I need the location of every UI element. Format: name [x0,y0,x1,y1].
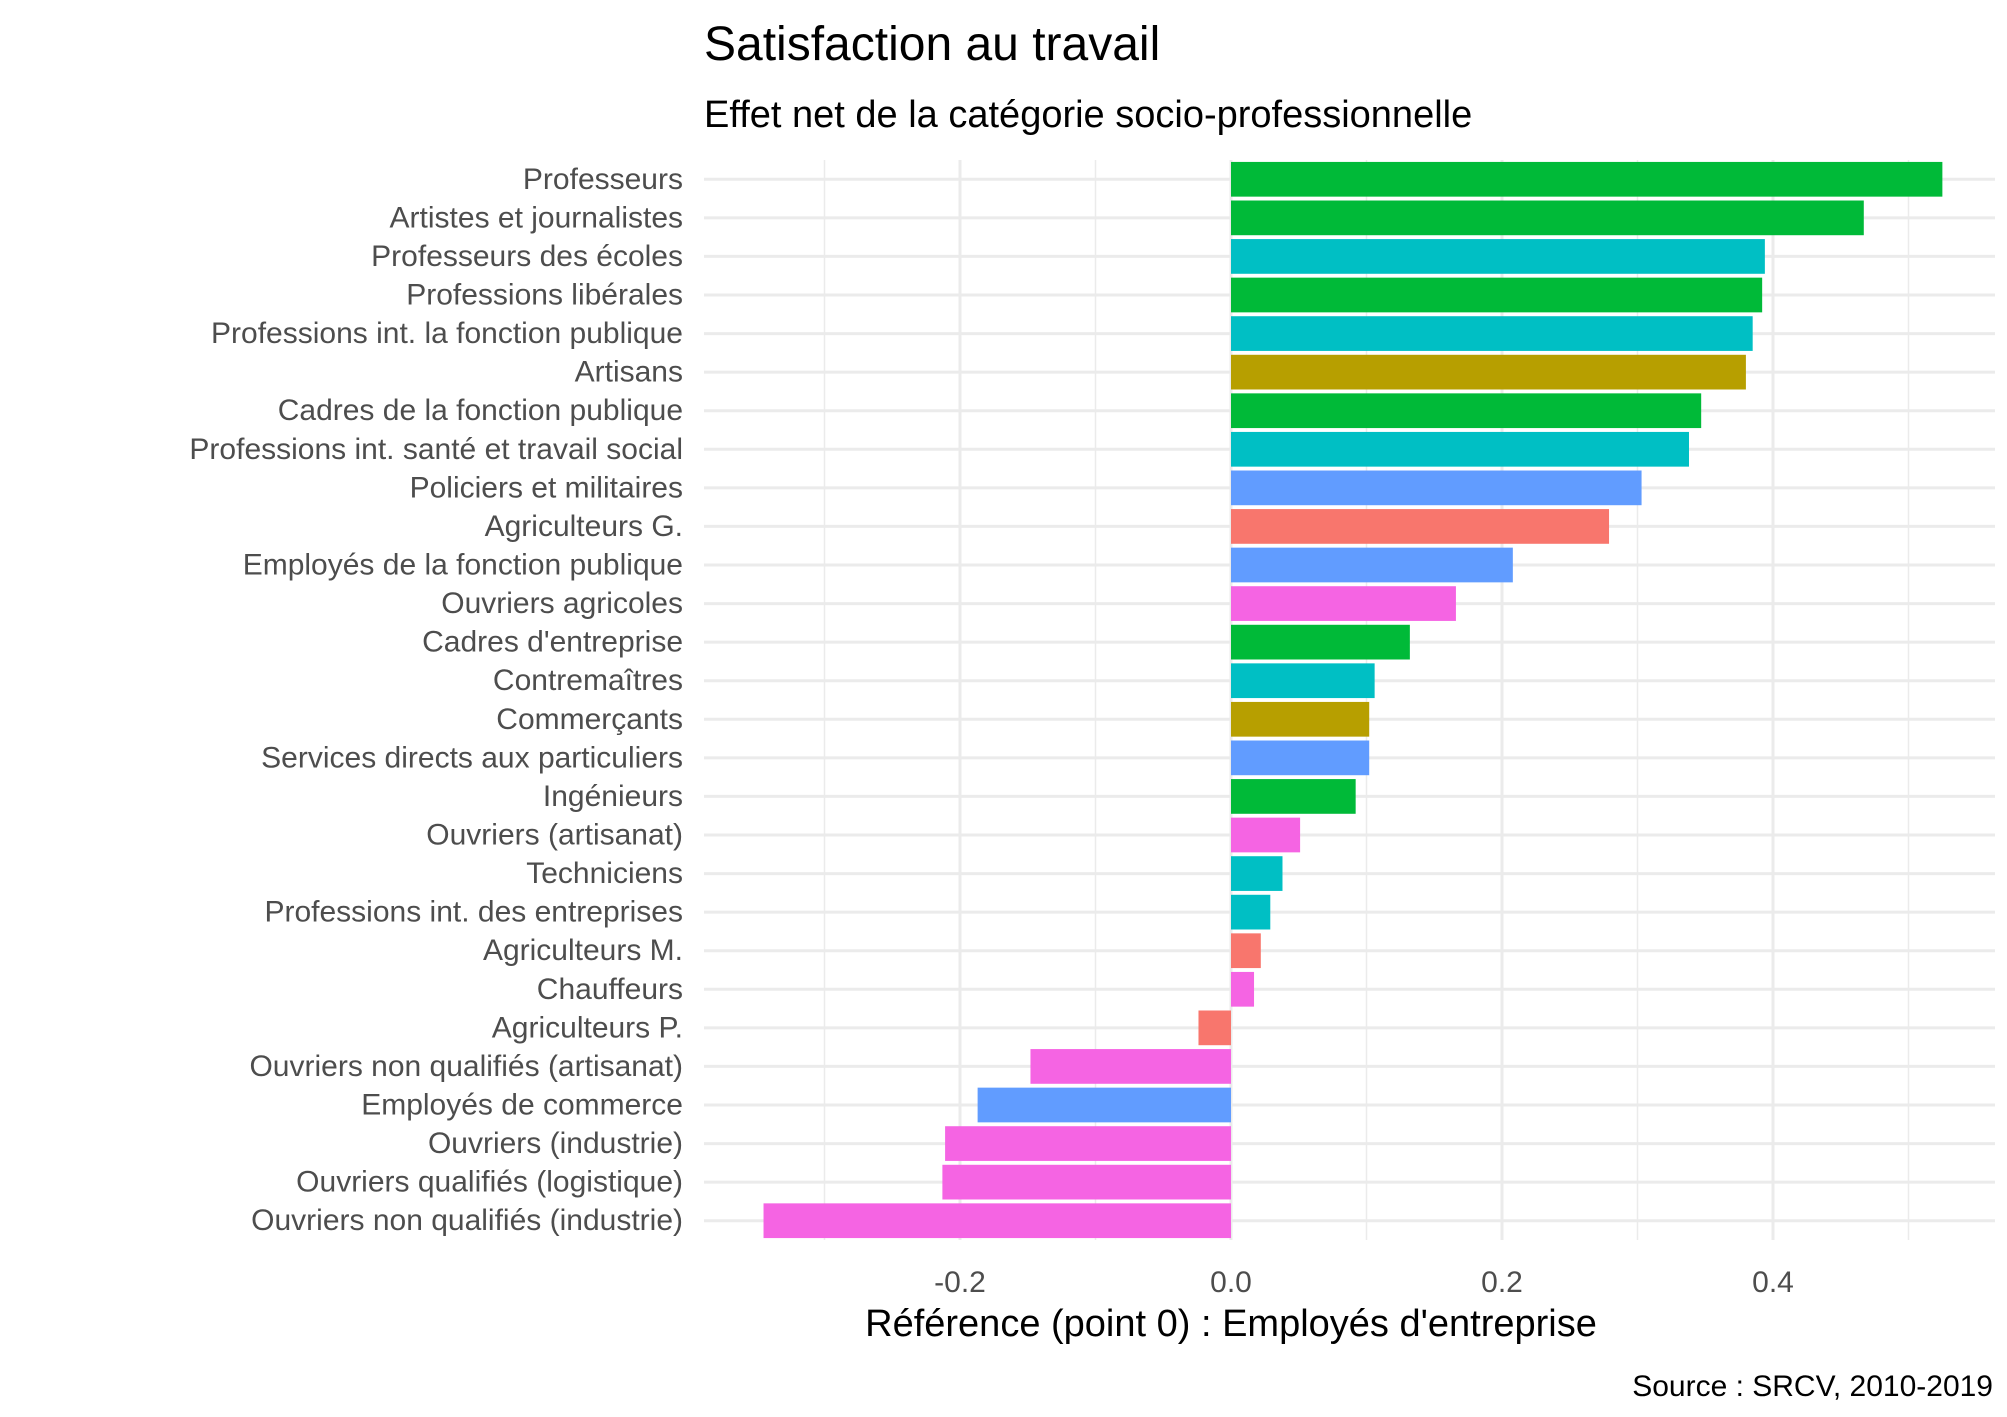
y-tick-label: Ouvriers agricoles [441,587,683,620]
y-tick-label: Employés de commerce [361,1089,683,1122]
x-axis-title: Référence (point 0) : Employés d'entrepr… [865,1303,1597,1345]
y-tick-label: Ouvriers (industrie) [428,1127,683,1160]
y-tick-label: Ouvriers qualifiés (logistique) [296,1166,683,1199]
y-tick-label: Commerçants [496,703,683,736]
y-tick-label: Ouvriers (artisanat) [426,819,683,852]
bar [945,1126,1231,1161]
y-axis-labels: Professeurs Artistes et journalistes Profe… [189,163,683,1237]
y-tick-label: Professions int. santé et travail social [189,433,683,466]
source-caption: Source : SRCV, 2010-2019 [1632,1370,1993,1403]
y-tick-label: Employés de la fonction publique [243,549,683,582]
y-tick-label: Artisans [575,356,683,389]
x-tick-label: -0.2 [934,1266,986,1299]
y-tick-label: Cadres de la fonction publique [278,394,683,427]
bar [763,1203,1231,1239]
x-tick-label: 0.0 [1210,1266,1252,1299]
y-tick-label: Agriculteurs P. [492,1011,683,1044]
y-tick-label: Agriculteurs G. [485,510,683,543]
y-tick-label: Cadres d'entreprise [422,626,683,659]
y-tick-label: Artistes et journalistes [390,201,683,234]
bar [1231,354,1746,390]
y-tick-label: Ingénieurs [543,780,683,813]
bar [1231,393,1702,429]
y-tick-label: Professeurs [523,163,683,196]
bar [942,1164,1231,1200]
bar [977,1087,1231,1123]
bar [1231,277,1763,313]
bars [763,161,1943,1239]
x-axis-labels: -0.2 0.0 0.2 0.4 [934,1266,1794,1299]
x-tick-label: 0.4 [1752,1266,1794,1299]
y-tick-label: Techniciens [526,857,683,890]
bar [1231,856,1283,891]
bar [1231,547,1513,583]
x-tick-label: 0.2 [1481,1266,1523,1299]
y-tick-label: Professions libérales [406,279,683,312]
bar [1231,239,1765,274]
y-tick-label: Policiers et militaires [410,471,683,504]
y-tick-label: Agriculteurs M. [483,934,683,967]
chart-subtitle: Effet net de la catégorie socio-professi… [704,94,1472,136]
bar [1231,470,1642,506]
y-tick-label: Professeurs des écoles [371,240,683,273]
chart-title: Satisfaction au travail [704,18,1160,71]
bar [1231,894,1271,930]
bar [1231,624,1410,660]
y-tick-label: Ouvriers non qualifiés (industrie) [251,1204,683,1237]
bar [1231,509,1610,544]
bar [1231,431,1689,467]
bar [1231,586,1456,621]
y-tick-label: Professions int. des entreprises [264,896,683,929]
bar [1231,316,1753,351]
bar [1231,740,1370,776]
y-tick-label: Ouvriers non qualifiés (artisanat) [249,1050,683,1083]
bar [1231,663,1375,699]
bar [1231,701,1370,737]
y-tick-label: Professions int. la fonction publique [211,317,683,350]
bar [1030,1049,1231,1084]
y-tick-label: Chauffeurs [537,973,683,1006]
bar [1198,1010,1231,1046]
y-tick-label: Services directs aux particuliers [261,741,683,774]
bar [1231,779,1356,814]
bar [1231,933,1261,969]
bar [1231,817,1301,853]
bar [1231,200,1864,236]
y-tick-label: Contremaîtres [493,664,683,697]
bar [1231,161,1943,197]
bar [1231,971,1255,1007]
